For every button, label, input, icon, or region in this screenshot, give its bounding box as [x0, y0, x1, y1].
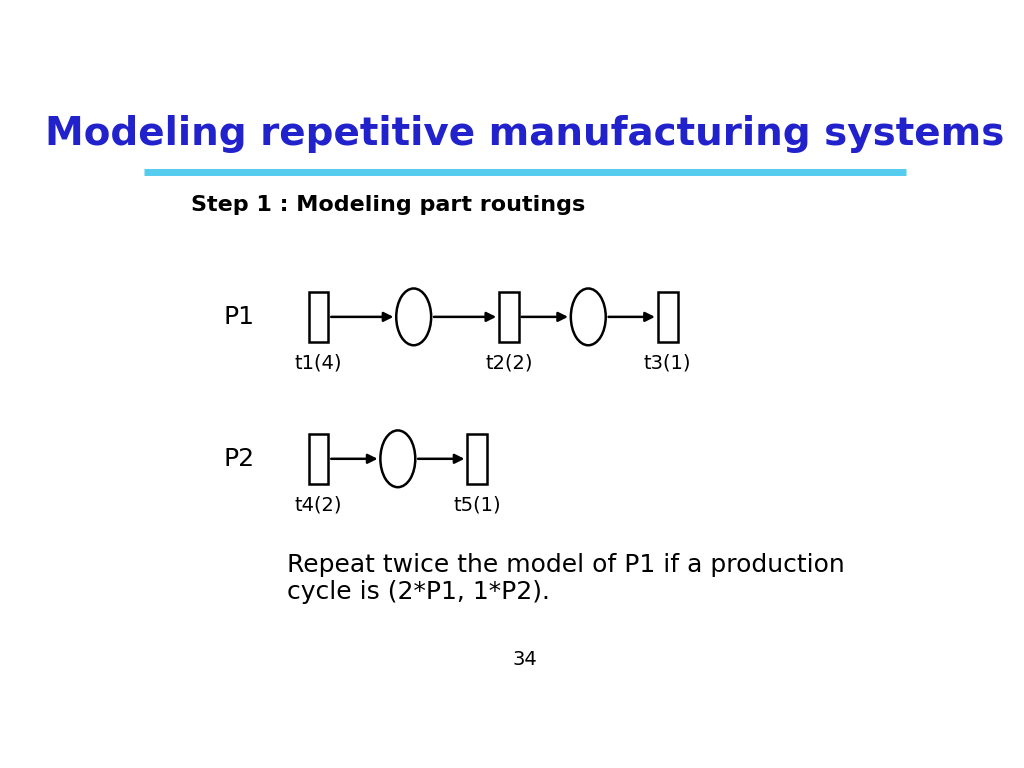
Text: cycle is (2*P1, 1*P2).: cycle is (2*P1, 1*P2).	[287, 580, 550, 604]
Ellipse shape	[570, 289, 606, 346]
Text: P2: P2	[223, 447, 255, 471]
Text: t1(4): t1(4)	[295, 353, 342, 372]
Text: t3(1): t3(1)	[644, 353, 691, 372]
Text: Modeling repetitive manufacturing systems: Modeling repetitive manufacturing system…	[45, 114, 1005, 153]
Text: Repeat twice the model of P1 if a production: Repeat twice the model of P1 if a produc…	[287, 553, 845, 578]
FancyBboxPatch shape	[499, 292, 519, 342]
Text: Step 1 : Modeling part routings: Step 1 : Modeling part routings	[191, 194, 586, 214]
Text: P1: P1	[223, 305, 255, 329]
FancyBboxPatch shape	[657, 292, 678, 342]
FancyBboxPatch shape	[308, 292, 329, 342]
Text: 34: 34	[512, 650, 538, 670]
Ellipse shape	[396, 289, 431, 346]
Text: t4(2): t4(2)	[295, 495, 342, 515]
Ellipse shape	[380, 430, 416, 487]
Text: t2(2): t2(2)	[485, 353, 532, 372]
Text: t5(1): t5(1)	[454, 495, 501, 515]
FancyBboxPatch shape	[308, 434, 329, 484]
FancyBboxPatch shape	[467, 434, 487, 484]
